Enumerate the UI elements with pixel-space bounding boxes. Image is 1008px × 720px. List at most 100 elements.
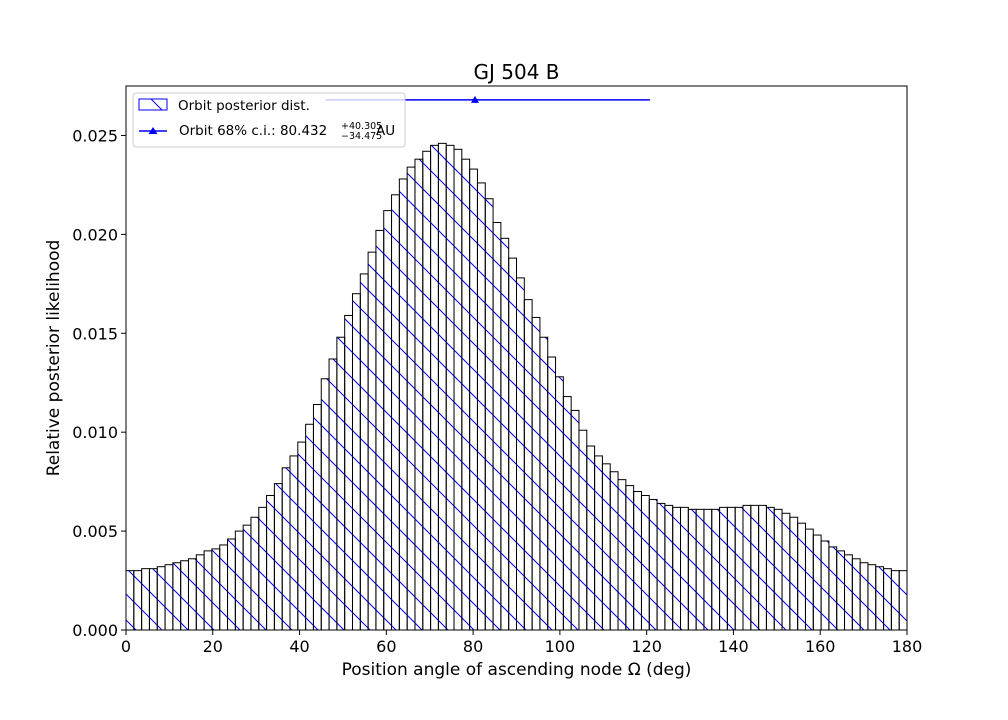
histogram-bar	[430, 144, 439, 631]
histogram-bar	[258, 506, 268, 631]
histogram-bar	[680, 506, 689, 631]
legend-ci-plus: +40.305	[341, 121, 382, 132]
histogram-bar	[617, 479, 627, 631]
histogram-bar	[844, 554, 853, 631]
histogram-bar	[227, 538, 236, 631]
histogram-bar	[195, 554, 205, 631]
legend: Orbit posterior dist. Orbit 68% c.i.: 80…	[132, 92, 406, 148]
histogram-bar	[765, 506, 775, 631]
histogram-bar	[851, 558, 861, 631]
histogram-bar	[664, 504, 674, 631]
histogram-bar	[164, 564, 174, 631]
histogram-bar	[203, 550, 213, 631]
histogram-bar	[344, 314, 353, 631]
histogram-bar	[523, 299, 533, 631]
legend-hatch-swatch	[138, 98, 168, 111]
histogram-bar	[711, 508, 721, 631]
histogram-bar	[516, 277, 525, 631]
histogram-bar	[359, 273, 369, 631]
histogram-bar	[367, 251, 377, 631]
histogram-bar	[328, 358, 338, 631]
histogram-bar	[172, 562, 182, 631]
y-tick-label: 0.020	[72, 225, 118, 244]
histogram-bar	[281, 467, 291, 631]
x-tick-label: 100	[545, 637, 576, 656]
histogram-bar	[828, 546, 838, 631]
histogram-bar	[476, 182, 486, 631]
x-tick-label: 60	[376, 637, 396, 656]
histogram-bar	[383, 210, 393, 631]
histogram-bar	[141, 568, 150, 631]
histogram-bar	[453, 148, 463, 631]
histogram-bar	[601, 463, 611, 631]
legend-ci-unit: AU	[376, 123, 395, 139]
histogram-bar	[781, 512, 791, 631]
y-axis-label: Relative posterior likelihood	[44, 240, 64, 477]
legend-box	[132, 92, 406, 148]
histogram-bar	[594, 455, 603, 631]
y-axis-ticks: 0.000 0.005 0.010 0.015 0.020 0.025	[72, 126, 126, 640]
histogram-bar	[148, 568, 158, 631]
histogram-bar	[414, 158, 424, 631]
histogram-bar	[672, 506, 682, 631]
histogram-bar	[547, 356, 557, 631]
histogram-bar	[859, 562, 869, 631]
histogram-bar	[398, 178, 408, 631]
triangle-marker-icon	[148, 127, 158, 134]
chart-title: GJ 504 B	[473, 60, 559, 84]
histogram-bar	[266, 494, 275, 631]
histogram-bar	[719, 506, 728, 631]
histogram-bar	[422, 150, 432, 631]
histogram-bar	[687, 508, 697, 631]
histogram-bar	[211, 548, 221, 631]
histogram-bar	[609, 471, 619, 631]
x-tick-label: 180	[892, 637, 923, 656]
histogram-bar	[555, 376, 564, 631]
x-axis-label: Position angle of ascending node Ω (deg)	[342, 660, 692, 680]
histogram-bar	[312, 403, 322, 631]
histogram-bar	[539, 336, 549, 631]
histogram-bar	[734, 506, 744, 631]
y-tick-label: 0.025	[72, 126, 118, 145]
histogram-bar	[836, 550, 846, 631]
histogram-bar	[250, 516, 260, 631]
histogram-bar	[375, 229, 385, 631]
x-tick-label: 40	[289, 637, 309, 656]
histogram-bar	[508, 257, 518, 631]
y-tick-label: 0.005	[72, 522, 118, 541]
x-axis-ticks: 0 20 40 60 80 100 120 140 160 180	[121, 630, 922, 656]
histogram-bar	[125, 570, 135, 631]
x-tick-label: 80	[463, 637, 483, 656]
legend-label-ci: Orbit 68% c.i.: 80.432	[179, 123, 327, 139]
y-tick-label: 0.000	[72, 621, 118, 640]
histogram-bar	[351, 293, 361, 631]
histogram-bar	[656, 502, 666, 631]
histogram-bar	[586, 445, 596, 631]
histogram-bar	[180, 560, 189, 631]
histogram-bar	[406, 166, 416, 631]
errorbar-point-marker	[470, 95, 479, 103]
histogram-bar	[750, 504, 760, 631]
histogram-bar	[391, 194, 400, 631]
y-tick-label: 0.015	[72, 324, 118, 343]
histogram-bar	[726, 506, 736, 631]
plot-frame	[125, 85, 908, 631]
histogram-bar	[492, 221, 502, 631]
histogram-bar	[484, 198, 494, 631]
histogram-bar	[187, 558, 197, 631]
histogram-bar	[437, 142, 447, 631]
histogram-bar	[242, 524, 252, 631]
legend-ci-minus: −34.475	[341, 131, 382, 142]
histogram-bar	[883, 568, 892, 631]
x-tick-label: 0	[121, 637, 131, 656]
histogram-bar	[289, 455, 299, 631]
histogram-bar	[695, 508, 705, 631]
histogram-bar	[742, 504, 752, 631]
histogram-bar	[297, 441, 307, 631]
histogram-bar	[305, 423, 314, 631]
histogram-bar	[336, 336, 346, 631]
histogram-bar	[648, 498, 658, 631]
histogram-bar	[570, 409, 580, 631]
histogram-bar	[773, 508, 783, 631]
